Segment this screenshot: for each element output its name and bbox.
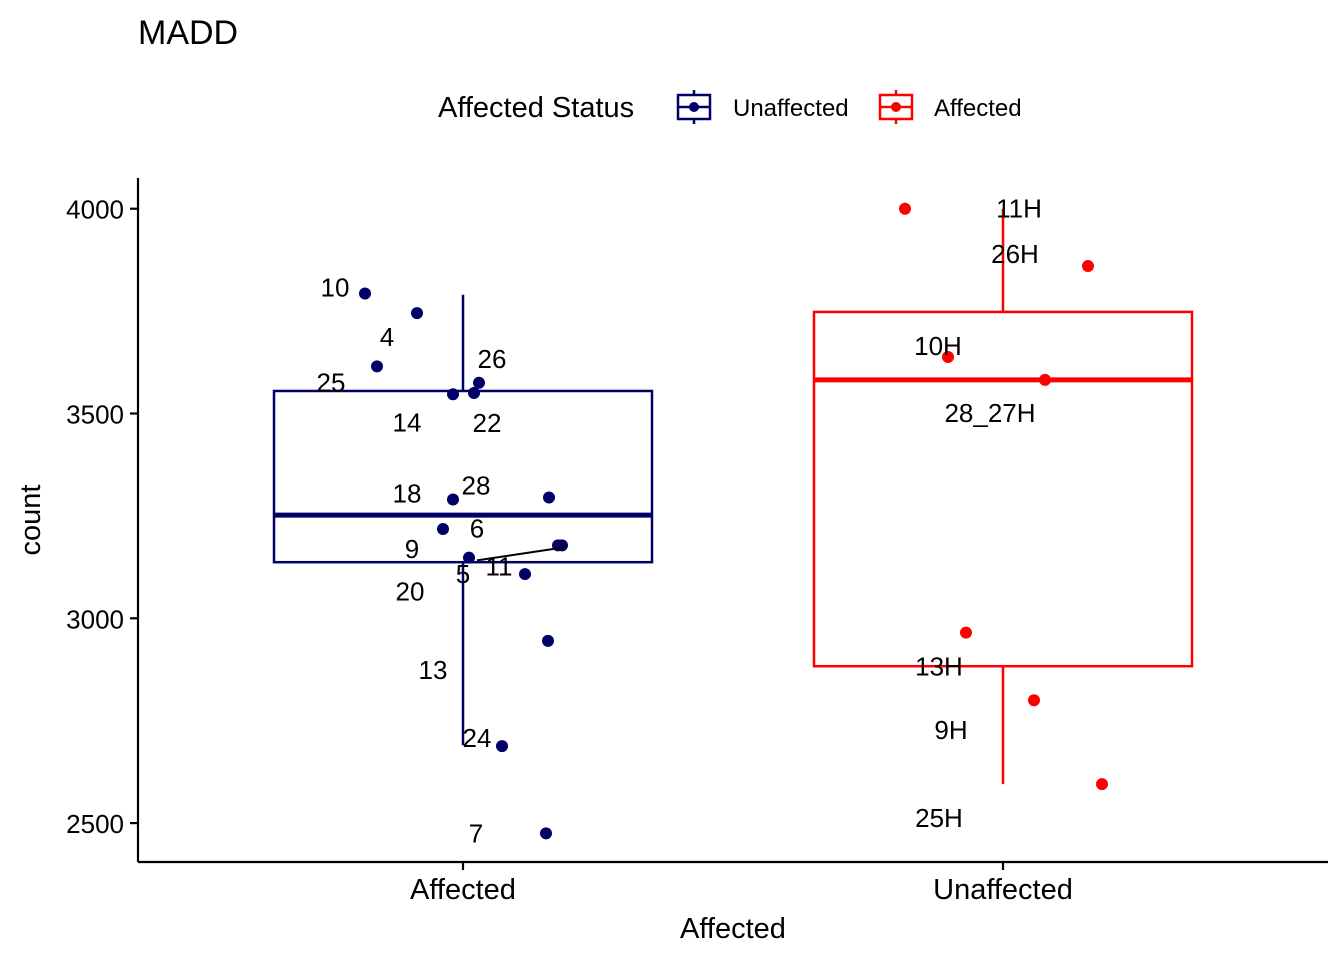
box-group-unaffected: 11H 26H 10H 28_27H 13H 9H 25H [812,194,1194,833]
point-label: 13 [419,655,448,685]
x-axis-ticks: Affected Unaffected [410,862,1073,906]
point-label: 25H [915,803,963,833]
point-label: 18 [393,479,422,509]
x-tick-label: Unaffected [933,874,1073,906]
legend: Affected Status Unaffected Affected [438,90,1022,124]
data-point [1096,778,1108,791]
iqr-box [272,389,654,564]
data-point [463,551,475,564]
data-point [371,360,383,373]
legend-title: Affected Status [438,92,634,124]
point-label: 28_27H [944,398,1035,428]
point-label: 28 [462,470,491,500]
data-point [447,388,459,401]
data-point [468,387,480,400]
legend-key-affected [878,90,914,124]
data-point [473,376,485,389]
data-point [542,634,554,647]
x-tick-label: Affected [410,874,516,906]
iqr-box [812,310,1194,668]
point-label: 26H [991,239,1039,269]
point-label: 9H [934,715,967,745]
x-axis-title: Affected [680,913,786,945]
data-point [447,493,459,506]
point-label: 7 [469,818,483,848]
data-point [543,491,555,504]
data-point [1028,694,1040,707]
box-group-affected: 10 4 25 26 14 22 18 28 9 611 20 5 13 24 7 [272,273,654,848]
point-label: 22 [473,408,502,438]
y-axis-ticks: 2500 3000 3500 4000 [66,195,138,839]
data-point [519,568,531,581]
data-point [540,827,552,840]
data-point [960,626,972,639]
data-point [942,350,954,363]
data-point [899,202,911,215]
y-axis-title: count [15,485,47,556]
y-tick-label: 4000 [66,195,124,225]
plot-area: 10 4 25 26 14 22 18 28 9 611 20 5 13 24 7 11H 26H 10H 28_2… [272,194,1194,848]
data-point [1082,260,1094,273]
y-tick-label: 3500 [66,400,124,430]
point-label: 13H [915,652,963,682]
data-point [556,539,568,552]
legend-label-affected: Affected [934,95,1022,122]
data-point [359,287,371,300]
point-label: 20 [396,577,425,607]
chart-title: MADD [138,14,238,52]
point-label: 4 [380,322,394,352]
point-label: 10H [914,331,962,361]
point-label: 11 [486,551,513,581]
point-label: 14 [393,407,422,437]
point-label: 24 [463,723,492,753]
point-label: 26 [478,344,507,374]
point-label: 11H [996,194,1042,224]
data-point [1039,373,1051,386]
point-label: 9 [405,534,419,564]
label-leader-line [476,546,565,562]
point-label: 5 [456,559,470,589]
point-label: 6 [470,513,484,543]
legend-label-unaffected: Unaffected [733,95,849,122]
y-tick-label: 3000 [66,604,124,634]
legend-key-unaffected [676,90,712,124]
point-label: 25 [317,367,346,397]
point-label: 10 [321,273,350,303]
data-point [411,307,423,320]
data-point [437,523,449,536]
data-point [496,740,508,753]
y-tick-label: 2500 [66,809,124,839]
